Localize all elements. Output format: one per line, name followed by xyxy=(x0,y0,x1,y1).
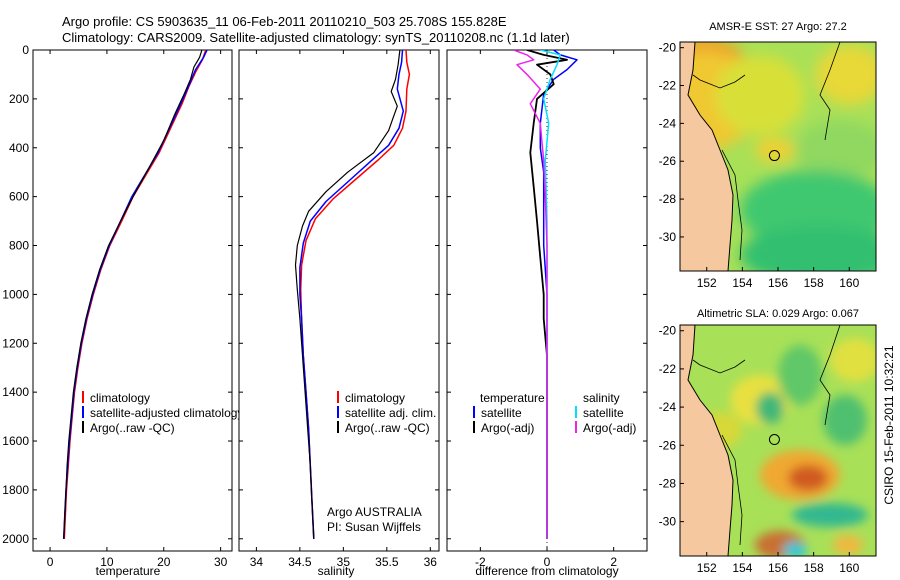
salinity-series-argo-raw-qc xyxy=(294,50,401,539)
temperature-panel: 0 10 20 30 0 200 400 600 800 1000 1200 1400 1600 1800… xyxy=(2,43,243,578)
temperature-series xyxy=(62,50,208,539)
sst_map-ytick-label: -30 xyxy=(659,230,677,244)
difference-ticks: -2 0 2 xyxy=(447,49,647,569)
sst_map-xtick-label: 154 xyxy=(732,276,752,290)
sla_map-ytick-label: -24 xyxy=(659,400,677,414)
side-timestamp-label: CSIRO 15-Feb-2011 10:32:21 xyxy=(882,345,896,505)
salinity-xtick-label: 36 xyxy=(424,555,438,569)
sst_map-xtick-label: 156 xyxy=(768,276,788,290)
sst-map-title: AMSR-E SST: 27 Argo: 27.2 xyxy=(709,21,847,33)
salinity-legend-satellite: satellite adj. clim. xyxy=(345,406,436,420)
difference-xlabel: difference from climatology xyxy=(475,564,618,578)
salinity-legend-argo: Argo(..raw -QC) xyxy=(345,421,430,435)
salinity-legend-climatology: climatology xyxy=(345,391,405,405)
sst_map-ytick-label: -28 xyxy=(659,192,677,206)
difference-legend-temp-satellite: satellite xyxy=(481,406,522,420)
salinity-ticks: 34 34.5 35 35.5 36 xyxy=(239,49,439,569)
sla-map-title: Altimetric SLA: 0.029 Argo: 0.067 xyxy=(697,308,859,320)
difference-legend-sal-argo: Argo(-adj) xyxy=(583,421,636,435)
difference-series xyxy=(513,50,578,539)
difference-legend-temperature-title: temperature xyxy=(480,391,545,405)
temperature-ytick-label: 2000 xyxy=(2,532,29,546)
difference-legend-salinity-title: salinity xyxy=(583,391,620,405)
salinity-annotation-line-2: PI: Susan Wijffels xyxy=(327,520,421,534)
sst_map-ytick-label: -22 xyxy=(659,79,677,93)
temperature-axes-box xyxy=(32,49,233,552)
sla_map-ytick-label: -20 xyxy=(659,324,677,338)
temperature-xtick-label: 20 xyxy=(157,555,171,569)
salinity-panel: 34 34.5 35 35.5 36 salinity climatology sate… xyxy=(238,49,440,578)
sla_map-xtick-label: 154 xyxy=(732,561,752,575)
temperature-legend-climatology: climatology xyxy=(90,391,150,405)
sst_map-ytick-label: -20 xyxy=(659,41,677,55)
sst_map-xtick-label: 152 xyxy=(697,276,717,290)
temperature-ytick-label: 200 xyxy=(9,92,29,106)
temperature-xtick-label: 10 xyxy=(100,555,114,569)
temperature-ytick-label: 400 xyxy=(9,141,29,155)
salinity-series-satellite-adj-clim xyxy=(299,50,405,539)
sst_map-xtick-label: 160 xyxy=(839,276,859,290)
temperature-ytick-label: 1400 xyxy=(2,385,29,399)
sla_map-xtick-label: 152 xyxy=(697,561,717,575)
temperature-series-argo-raw-qc xyxy=(63,50,203,539)
sst_map-xtick-label: 158 xyxy=(804,276,824,290)
salinity-series xyxy=(294,50,411,539)
temperature-ticks: 0 10 20 30 0 200 400 600 800 1000 1200 1400 1600 1800… xyxy=(2,43,232,569)
salinity-annotation-line-1: Argo AUSTRALIA xyxy=(327,505,422,519)
temperature-xtick-label: 30 xyxy=(214,555,228,569)
difference-xtick-label: 0 xyxy=(544,555,551,569)
difference-xtick-label: 2 xyxy=(610,555,617,569)
salinity-xtick-label: 35.5 xyxy=(375,555,399,569)
sst-map-ticks: 152 154 156 158 160 -20 -22 -24 -26 -28 -30 xyxy=(659,41,860,290)
difference-legend-temp-argo: Argo(-adj) xyxy=(481,421,534,435)
sla-map-field xyxy=(680,325,876,556)
temperature-legend-argo: Argo(..raw -QC) xyxy=(90,421,175,435)
salinity-xlabel: salinity xyxy=(318,564,355,578)
difference-legend: temperature satellite Argo(-adj) salinit… xyxy=(473,391,636,435)
sla-map-panel: Altimetric SLA: 0.029 Argo: 0.067 xyxy=(659,308,877,575)
sst-map-field xyxy=(680,42,876,271)
sst-map-panel: AMSR-E SST: 27 Argo: 27.2 152 154 156 158 16… xyxy=(659,21,877,290)
temperature-ytick-label: 1000 xyxy=(2,287,29,301)
temperature-ytick-label: 0 xyxy=(22,43,29,57)
salinity-xtick-label: 34.5 xyxy=(288,555,312,569)
difference-legend-sal-satellite: satellite xyxy=(583,406,624,420)
salinity-legend: climatology satellite adj. clim. Argo(..… xyxy=(337,391,436,435)
salinity-axes-box xyxy=(238,49,440,552)
sla_map-xtick-label: 158 xyxy=(804,561,824,575)
sla_map-ytick-label: -22 xyxy=(659,362,677,376)
temperature-ytick-label: 1800 xyxy=(2,483,29,497)
sla_map-ytick-label: -30 xyxy=(659,515,677,529)
sla-map-ticks: 152 154 156 158 160 -20 -22 -24 -26 -28 -30 xyxy=(659,324,860,575)
sst_map-ytick-label: -24 xyxy=(659,116,677,130)
sla_map-ytick-label: -28 xyxy=(659,476,677,490)
temperature-ytick-label: 1600 xyxy=(2,434,29,448)
header-line-2: Climatology: CARS2009. Satellite-adjuste… xyxy=(62,30,570,45)
temperature-ytick-label: 600 xyxy=(9,190,29,204)
temperature-legend: climatology satellite-adjusted climatolo… xyxy=(82,391,243,435)
sla_map-ytick-label: -26 xyxy=(659,438,677,452)
sla-argo-marker xyxy=(768,434,780,446)
sst-argo-marker xyxy=(768,150,780,162)
sst_map-ytick-label: -26 xyxy=(659,154,677,168)
difference-xtick-label: -2 xyxy=(475,555,486,569)
temperature-ytick-label: 800 xyxy=(9,239,29,253)
temperature-xlabel: temperature xyxy=(96,564,161,578)
sla_map-xtick-label: 156 xyxy=(768,561,788,575)
difference-series-salinity-argo-adj xyxy=(513,50,548,539)
sla_map-xtick-label: 160 xyxy=(839,561,859,575)
difference-panel: -2 0 2 difference from climatology tempera… xyxy=(446,49,648,578)
header-line-1: Argo profile: CS 5903635_11 06-Feb-2011 … xyxy=(62,14,507,29)
salinity-xtick-label: 34 xyxy=(250,555,264,569)
temperature-legend-satellite: satellite-adjusted climatology xyxy=(90,406,243,420)
temperature-ytick-label: 1200 xyxy=(2,336,29,350)
temperature-xtick-label: 0 xyxy=(47,555,54,569)
salinity-xtick-label: 35 xyxy=(337,555,351,569)
